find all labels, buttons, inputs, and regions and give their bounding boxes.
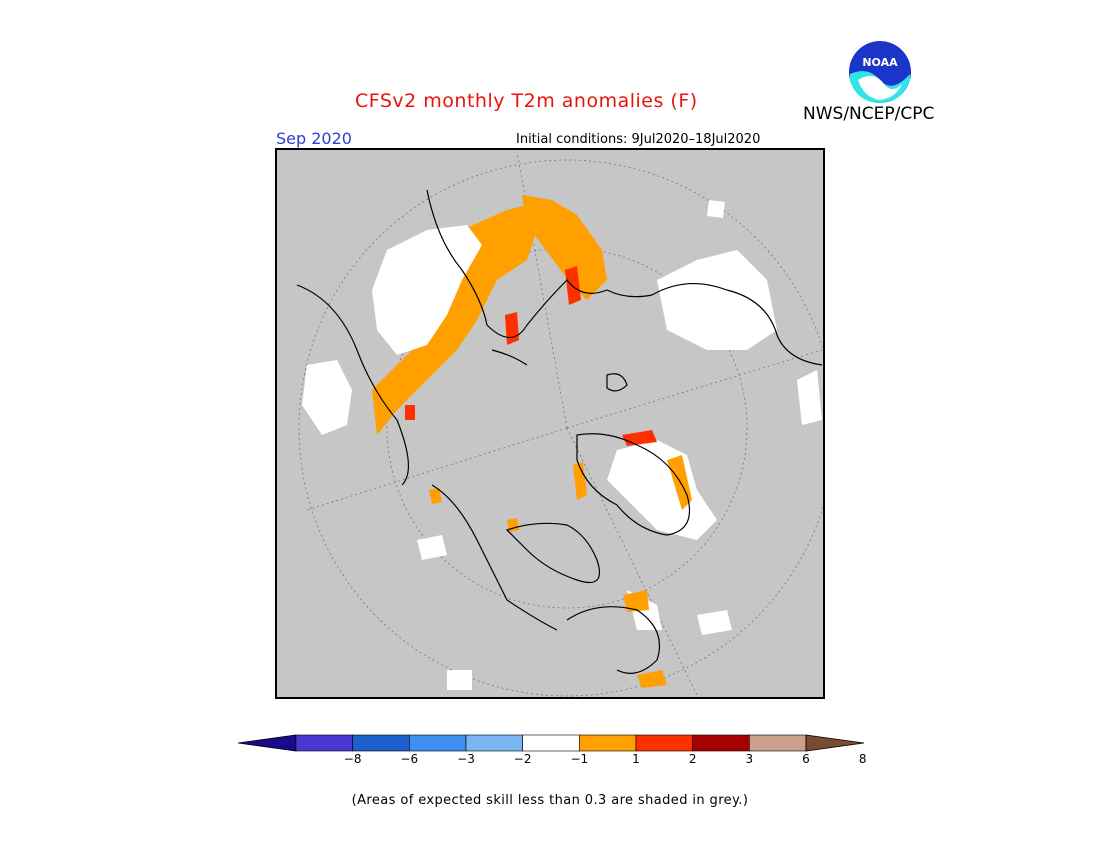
coastlines — [296, 189, 823, 674]
forecast-month: Sep 2020 — [276, 129, 352, 148]
initial-conditions: Initial conditions: 9Jul2020–18Jul2020 — [516, 132, 761, 147]
colorbar-swatch — [635, 734, 693, 752]
org-label: NWS/NCEP/CPC — [803, 104, 935, 124]
colorbar-high-arrow — [805, 734, 865, 752]
colorbar-swatch — [692, 734, 750, 752]
colorbar-swatch — [579, 734, 637, 752]
colorbar-swatch — [352, 734, 410, 752]
anomaly-warm-eurasia — [372, 195, 607, 435]
colorbar-swatch — [409, 734, 467, 752]
colorbar-tick-label: 3 — [745, 752, 754, 766]
colorbar — [237, 732, 865, 754]
colorbar-tick-label: −1 — [570, 752, 589, 766]
map-graticule — [298, 151, 823, 697]
colorbar-swatch — [465, 734, 523, 752]
colorbar-low-arrow — [237, 734, 297, 752]
colorbar-swatch — [749, 734, 807, 752]
colorbar-tick-label: −8 — [343, 752, 362, 766]
colorbar-tick-label: −2 — [513, 752, 532, 766]
colorbar-swatch — [522, 734, 580, 752]
svg-text:NOAA: NOAA — [862, 56, 898, 69]
anomaly-near-normal — [302, 200, 822, 690]
skill-footnote: (Areas of expected skill less than 0.3 a… — [351, 793, 749, 808]
colorbar-tick-label: 8 — [858, 752, 867, 766]
map-title: CFSv2 monthly T2m anomalies (F) — [355, 90, 698, 112]
noaa-logo-icon: NOAA — [848, 40, 912, 104]
colorbar-tick-label: −6 — [400, 752, 419, 766]
colorbar-tick-label: 2 — [688, 752, 697, 766]
colorbar-tick-label: 6 — [802, 752, 810, 766]
colorbar-tick-label: −3 — [457, 752, 475, 766]
colorbar-tick-label: 1 — [632, 752, 640, 766]
colorbar-swatch — [295, 734, 353, 752]
polar-map — [275, 148, 825, 699]
